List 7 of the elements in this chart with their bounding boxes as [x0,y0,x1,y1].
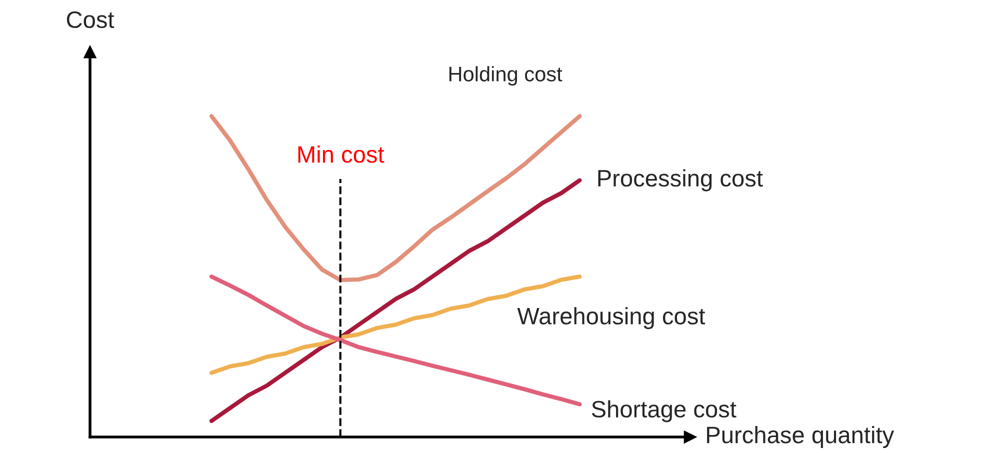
series-label: Holding cost [449,66,562,86]
series-label: Processing cost [598,169,763,192]
text: Cost [66,11,114,28]
annotation: Min cost [298,145,384,163]
text: Purchase quantity [707,426,894,448]
series-label: Warehousing cost [517,307,706,330]
series-label: Shortage cost [592,400,736,422]
